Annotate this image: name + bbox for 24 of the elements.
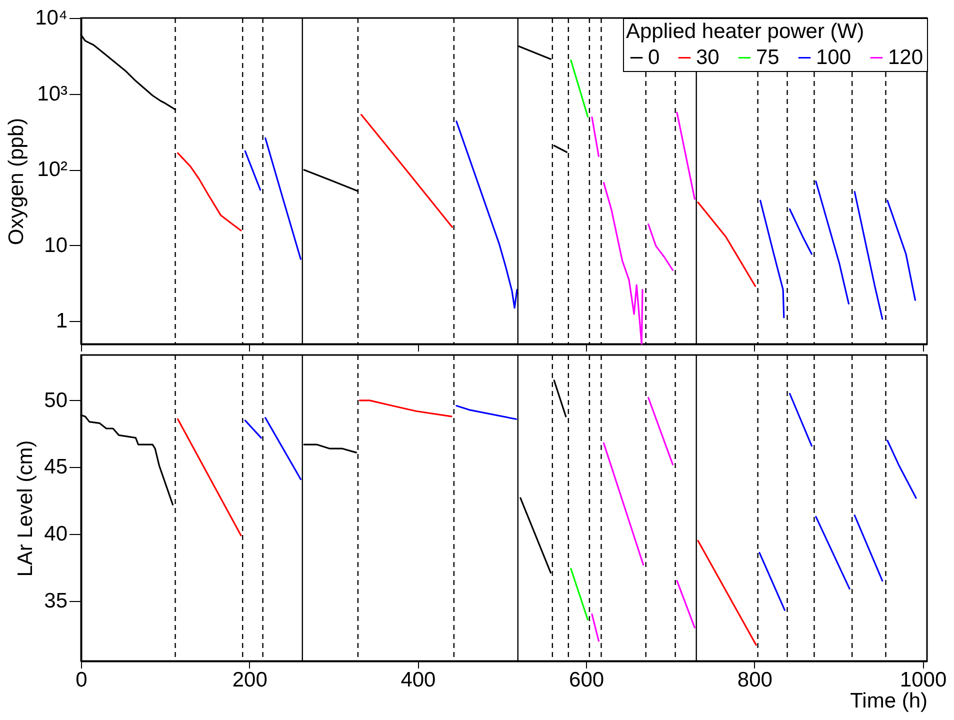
y-tick-label: 40	[44, 522, 68, 546]
y-tick-label: 35	[44, 589, 68, 612]
y-tick-label: 10⁴	[35, 6, 68, 30]
legend-label: 30	[696, 46, 720, 69]
y-axis-title: LAr Level (cm)	[14, 440, 38, 577]
legend-label: 100	[816, 46, 852, 69]
y-axis-title: Oxygen (ppb)	[5, 118, 28, 246]
legend-label: 0	[648, 46, 660, 69]
x-tick-label: 600	[569, 668, 604, 692]
x-tick-label: 400	[400, 668, 436, 692]
y-tick-label: 45	[44, 456, 68, 479]
y-tick-label: 50	[44, 388, 68, 412]
x-tick-label: 800	[737, 668, 772, 692]
x-axis-title: Time (h)	[850, 690, 928, 712]
legend-label: 120	[888, 46, 924, 69]
x-tick-label: 0	[76, 668, 88, 692]
x-tick-label: 200	[232, 668, 268, 692]
x-tick-label: 1000	[900, 668, 947, 692]
y-tick-label: 10³	[37, 82, 68, 106]
y-tick-label: 1	[56, 310, 68, 333]
legend-label: 75	[756, 46, 780, 69]
legend-title: Applied heater power (W)	[626, 20, 864, 43]
y-tick-label: 10²	[37, 158, 68, 182]
y-tick-label: 10	[44, 234, 68, 257]
